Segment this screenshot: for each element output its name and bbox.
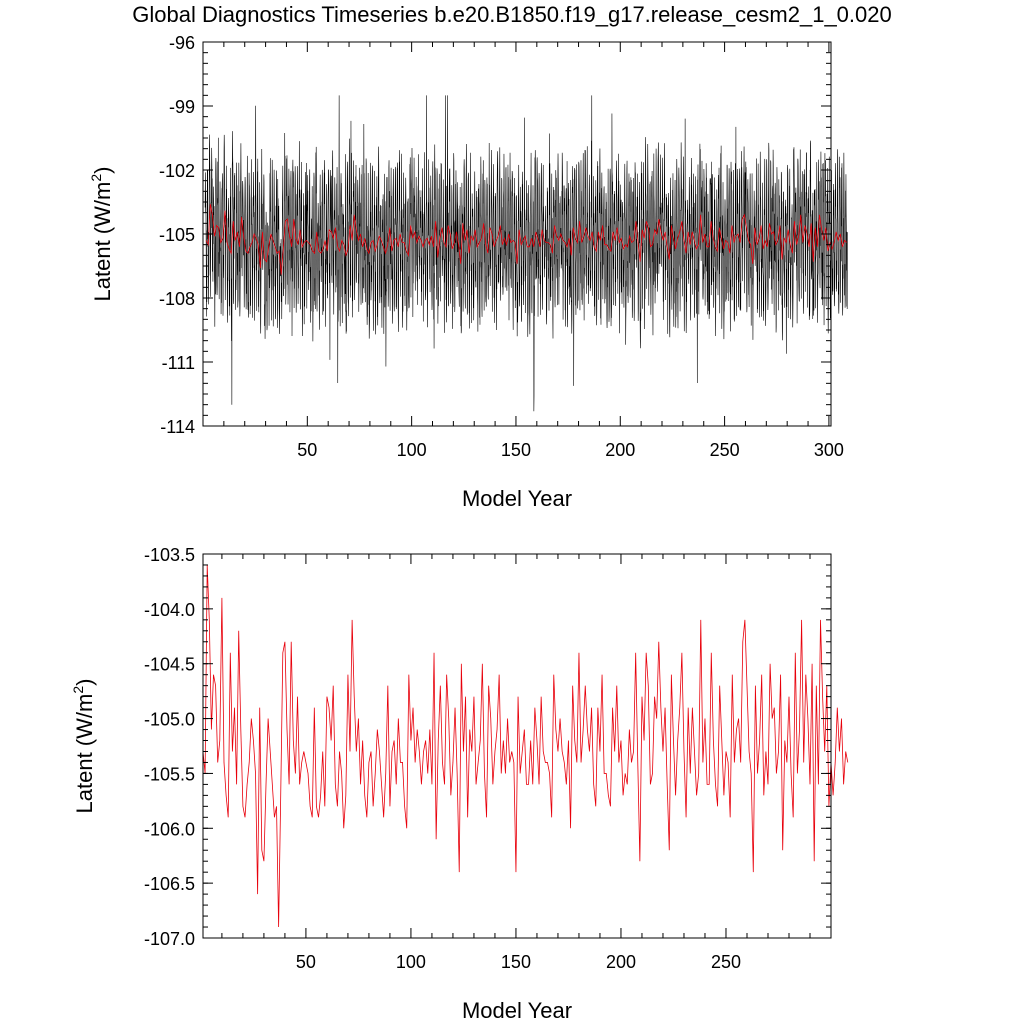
bot-x-tick-label: 50 bbox=[296, 952, 316, 972]
bottom-axis-ticks: -107.0 -106.5 -106.0 -105.5 -105.0 -104.5 -104… bbox=[144, 545, 831, 972]
top-y-axis-label-close: ) bbox=[90, 167, 115, 174]
top-plot-frame bbox=[202, 41, 832, 427]
bot-x-tick-label: 150 bbox=[501, 952, 531, 972]
annual-mean-line bbox=[202, 564, 849, 928]
bottom-panel: -107.0 -106.5 -106.0 -105.5 -105.0 -104.5 -104… bbox=[70, 545, 849, 1023]
bot-x-tick-label: 250 bbox=[711, 952, 741, 972]
chart-title: Global Diagnostics Timeseries b.e20.B185… bbox=[132, 2, 892, 27]
bottom-y-axis-label-base: Latent (W/m bbox=[72, 694, 97, 814]
annual-series-overlay bbox=[205, 204, 847, 275]
top-x-tick-label: 250 bbox=[710, 440, 740, 460]
top-y-tick-label: -108 bbox=[159, 289, 195, 309]
bot-y-tick-label: -105.5 bbox=[144, 764, 195, 784]
top-x-tick-label: 50 bbox=[297, 440, 317, 460]
top-y-axis-label: Latent (W/m2) bbox=[88, 167, 115, 302]
bottom-y-axis-label: Latent (W/m2) bbox=[70, 679, 97, 814]
bot-x-tick-label: 200 bbox=[606, 952, 636, 972]
top-x-tick-label: 100 bbox=[397, 440, 427, 460]
bot-y-tick-label: -105.0 bbox=[144, 710, 195, 730]
top-x-tick-label: 200 bbox=[605, 440, 635, 460]
top-y-axis-label-base: Latent (W/m bbox=[90, 182, 115, 302]
top-y-tick-label: -105 bbox=[159, 225, 195, 245]
top-y-tick-label: -99 bbox=[169, 97, 195, 117]
top-x-tick-label: 150 bbox=[501, 440, 531, 460]
bot-y-tick-label: -106.0 bbox=[144, 819, 195, 839]
bottom-y-axis-label-sup: 2 bbox=[70, 686, 86, 694]
bottom-y-axis-label-close: ) bbox=[72, 679, 97, 686]
bot-y-tick-label: -104.5 bbox=[144, 655, 195, 675]
bot-y-tick-label: -104.0 bbox=[144, 600, 195, 620]
top-axis-ticks: -114 -111 -108 -105 -102 -99 -96 50 100 150 200 250… bbox=[159, 33, 844, 460]
top-panel: -114 -111 -108 -105 -102 -99 -96 50 100 150 200 250… bbox=[88, 33, 848, 511]
monthly-series bbox=[204, 95, 848, 412]
bot-y-tick-label: -107.0 bbox=[144, 929, 195, 949]
monthly-mean-line bbox=[204, 95, 848, 412]
top-y-tick-label: -111 bbox=[162, 353, 195, 373]
top-x-axis-label: Model Year bbox=[462, 486, 572, 511]
top-y-tick-label: -114 bbox=[160, 417, 195, 437]
bot-x-tick-label: 100 bbox=[396, 952, 426, 972]
top-x-tick-label: 300 bbox=[814, 440, 844, 460]
bot-y-tick-label: -106.5 bbox=[144, 874, 195, 894]
top-y-axis-label-sup: 2 bbox=[88, 174, 104, 182]
annual-mean-overlay-line bbox=[205, 204, 847, 275]
bot-y-tick-label: -103.5 bbox=[144, 545, 195, 565]
annual-series bbox=[202, 564, 849, 928]
bottom-x-axis-label: Model Year bbox=[462, 998, 572, 1023]
bottom-plot-frame bbox=[202, 553, 832, 939]
top-y-tick-label: -102 bbox=[159, 161, 195, 181]
top-y-tick-label: -96 bbox=[169, 33, 195, 53]
